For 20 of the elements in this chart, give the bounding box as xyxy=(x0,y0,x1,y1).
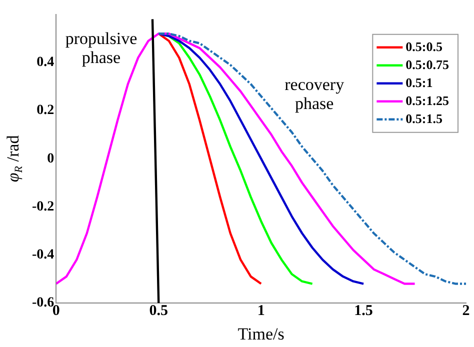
y-tick-label: 0.2 xyxy=(36,103,54,118)
y-tick-label: 0 xyxy=(47,151,54,166)
y-tick-label: -0.4 xyxy=(32,248,54,263)
y-axis-title: φR /rad xyxy=(3,134,25,182)
legend-label: 0.5:1 xyxy=(406,74,433,90)
x-tick-label: 0.5 xyxy=(149,302,168,319)
legend-label: 0.5:1.5 xyxy=(406,110,443,126)
y-tick-label: 0.4 xyxy=(36,55,54,70)
x-tick-label: 1 xyxy=(257,302,265,319)
x-tick-label: 2 xyxy=(462,302,470,319)
line-series xyxy=(158,32,466,285)
legend-label: 0.5:0.5 xyxy=(406,38,443,54)
legend-label: 0.5:0.75 xyxy=(406,56,450,72)
annotation: recovery phase xyxy=(284,75,345,114)
x-axis-title: Time/s xyxy=(238,324,284,344)
legend-label: 0.5:1.25 xyxy=(406,92,450,108)
y-tick-label: -0.6 xyxy=(32,296,54,311)
x-tick-label: 1.5 xyxy=(354,302,373,319)
annotation: propulsive phase xyxy=(65,29,138,67)
y-tick-label: -0.2 xyxy=(32,199,54,214)
